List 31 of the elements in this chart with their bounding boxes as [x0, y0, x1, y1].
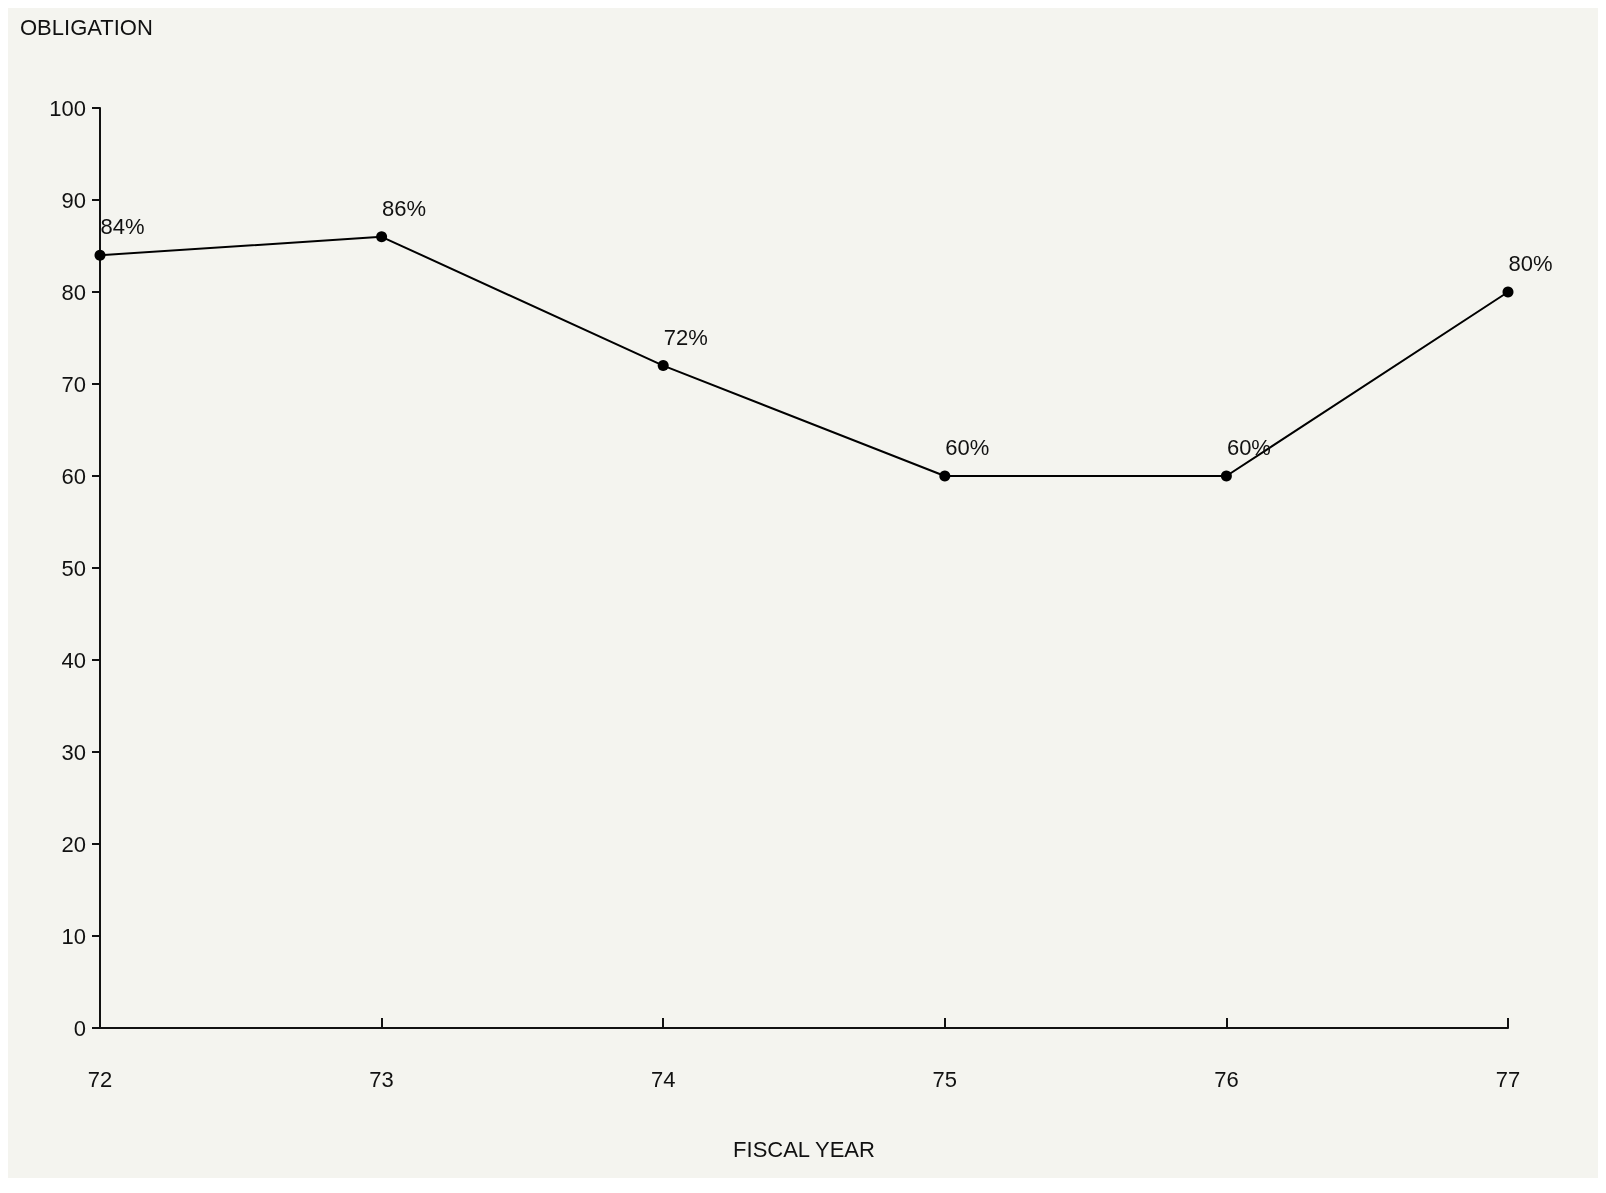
y-tick-label: 0: [73, 1015, 86, 1041]
x-tick-label: 77: [1495, 1066, 1521, 1092]
y-tick-label: 50: [61, 555, 86, 581]
point: [376, 231, 388, 243]
point: [94, 249, 106, 261]
point: [939, 470, 951, 482]
y-tick-label: 100: [49, 95, 86, 121]
y-tick-label: 70: [61, 371, 86, 397]
x-tick-label: 74: [650, 1066, 676, 1092]
data-label: 84%: [100, 214, 145, 240]
x-tick-label: 75: [932, 1066, 958, 1092]
y-tick-label: 60: [61, 463, 86, 489]
y-tick-label: 90: [61, 187, 86, 213]
y-tick-label: 80: [61, 279, 86, 305]
y-axis-title: OBLIGATION: [20, 14, 153, 40]
data-label: 72%: [663, 324, 708, 350]
x-axis-title: FISCAL YEAR: [733, 1136, 875, 1162]
y-tick-label: 30: [61, 739, 86, 765]
point: [1220, 470, 1232, 482]
x-tick-label: 76: [1214, 1066, 1239, 1092]
data-label: 60%: [945, 435, 990, 460]
y-tick-label: 10: [61, 923, 86, 949]
data-label: 86%: [382, 195, 427, 221]
point: [1502, 286, 1514, 298]
data-label: 80%: [1508, 251, 1553, 276]
x-tick-label: 73: [369, 1066, 394, 1092]
x-tick-label: 72: [87, 1066, 113, 1092]
y-tick-label: 20: [61, 831, 86, 857]
point: [657, 360, 669, 372]
data-label: 60%: [1226, 435, 1271, 460]
y-tick-label: 40: [61, 647, 86, 673]
